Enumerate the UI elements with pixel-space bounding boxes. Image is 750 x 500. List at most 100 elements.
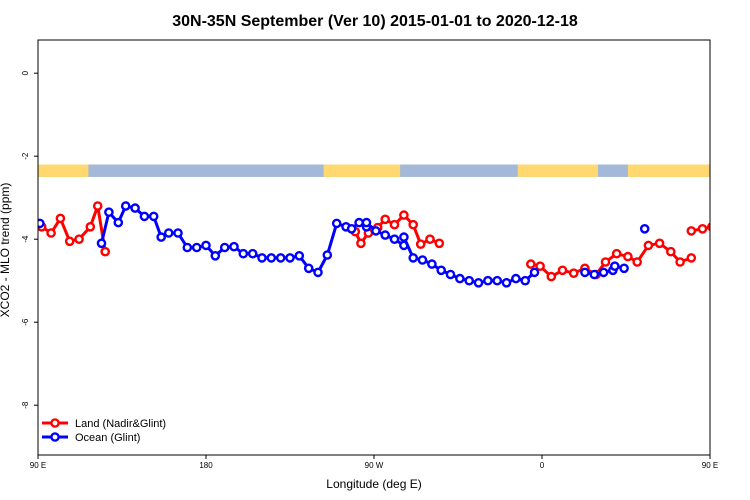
x-tick-label: 180: [199, 461, 213, 470]
data-point: [356, 238, 366, 249]
data-point: [415, 239, 426, 249]
data-point: [173, 228, 183, 238]
data-point: [427, 259, 437, 269]
data-point: [38, 219, 40, 226]
data-point: [354, 217, 364, 228]
x-tick-label: 90 W: [365, 461, 384, 470]
data-point: [266, 253, 277, 263]
data-point: [511, 273, 521, 284]
legend-item: Ocean (Glint): [42, 432, 140, 444]
data-point: [210, 250, 221, 261]
data-point: [371, 226, 381, 236]
chart-title: 30N-35N September (Ver 10) 2015-01-01 to…: [172, 13, 578, 30]
data-point: [408, 253, 419, 263]
data-point: [139, 211, 150, 222]
data-point: [219, 242, 230, 253]
data-point: [331, 218, 342, 229]
x-tick-label: 90 E: [702, 461, 718, 470]
data-point: [492, 275, 503, 286]
data-point: [92, 201, 103, 211]
series-layer: [38, 201, 747, 288]
data-point: [483, 275, 493, 286]
data-point: [361, 217, 372, 228]
data-point: [425, 234, 435, 244]
data-point: [389, 219, 400, 230]
data-point: [64, 236, 75, 247]
data-point: [313, 267, 323, 278]
data-point: [163, 228, 174, 238]
data-point: [731, 220, 738, 227]
data-point: [389, 234, 400, 244]
data-point: [130, 203, 140, 213]
data-point: [148, 211, 159, 222]
data-point: [568, 268, 579, 279]
data-point: [399, 210, 409, 220]
ocean-series: [38, 201, 738, 288]
data-point: [707, 222, 710, 232]
data-point: [526, 259, 536, 269]
axes: 90 E 180 90 W 0 90 E 0 -2 -4 -6 -8: [21, 70, 718, 470]
data-point: [285, 253, 295, 263]
data-point: [686, 226, 697, 236]
land-band-segment: [627, 164, 710, 177]
data-point: [38, 218, 45, 229]
data-point: [85, 221, 96, 232]
data-point: [380, 214, 391, 225]
data-point: [557, 265, 568, 276]
data-point: [436, 265, 447, 276]
x-tick-label: 0: [540, 461, 545, 470]
data-point: [589, 269, 600, 280]
data-point: [610, 261, 620, 272]
data-point: [535, 261, 545, 272]
data-point: [639, 223, 650, 234]
y-tick-label: -6: [21, 318, 30, 326]
data-point: [46, 228, 56, 238]
data-point: [740, 215, 747, 222]
y-tick-label: 0: [21, 70, 30, 75]
data-point: [96, 238, 107, 249]
data-point: [399, 232, 409, 242]
data-point: [529, 267, 540, 278]
data-point: [580, 267, 590, 278]
land-band-segment: [323, 164, 401, 177]
x-axis-label: Longitude (deg E): [326, 477, 421, 491]
legend-label: Ocean (Glint): [75, 432, 140, 444]
land-series: [38, 201, 747, 282]
land-band-segment: [517, 164, 598, 177]
data-point: [247, 248, 258, 259]
data-point: [675, 257, 685, 267]
data-point: [120, 201, 131, 211]
data-point: [408, 219, 419, 230]
data-point: [473, 277, 484, 288]
land-band-segment: [38, 164, 89, 177]
data-point: [643, 240, 654, 251]
y-axis-label: XCO2 - MLO trend (ppm): [0, 183, 12, 318]
plot-frame: [37, 39, 711, 456]
data-point: [229, 241, 239, 252]
data-point: [445, 269, 456, 280]
data-point: [686, 253, 697, 263]
y-tick-label: -2: [21, 152, 30, 160]
legend-label: Land (Nadir&Glint): [75, 418, 166, 430]
series-line: [530, 241, 692, 279]
data-point: [720, 227, 727, 234]
data-point: [632, 257, 643, 267]
data-point: [55, 213, 66, 224]
data-point: [322, 250, 333, 260]
data-point: [434, 238, 445, 249]
data-point: [666, 246, 676, 257]
data-point: [238, 248, 249, 259]
data-point: [464, 275, 475, 286]
data-point: [623, 251, 633, 262]
data-point: [257, 253, 267, 263]
data-point: [191, 242, 202, 253]
data-point: [654, 238, 665, 249]
data-point: [182, 242, 193, 253]
data-point: [275, 253, 286, 263]
data-point: [201, 240, 211, 251]
data-point: [501, 277, 512, 288]
legend-marker: [50, 432, 60, 442]
data-point: [600, 257, 611, 267]
data-point: [725, 242, 732, 249]
x-tick-label: 90 E: [30, 461, 46, 470]
